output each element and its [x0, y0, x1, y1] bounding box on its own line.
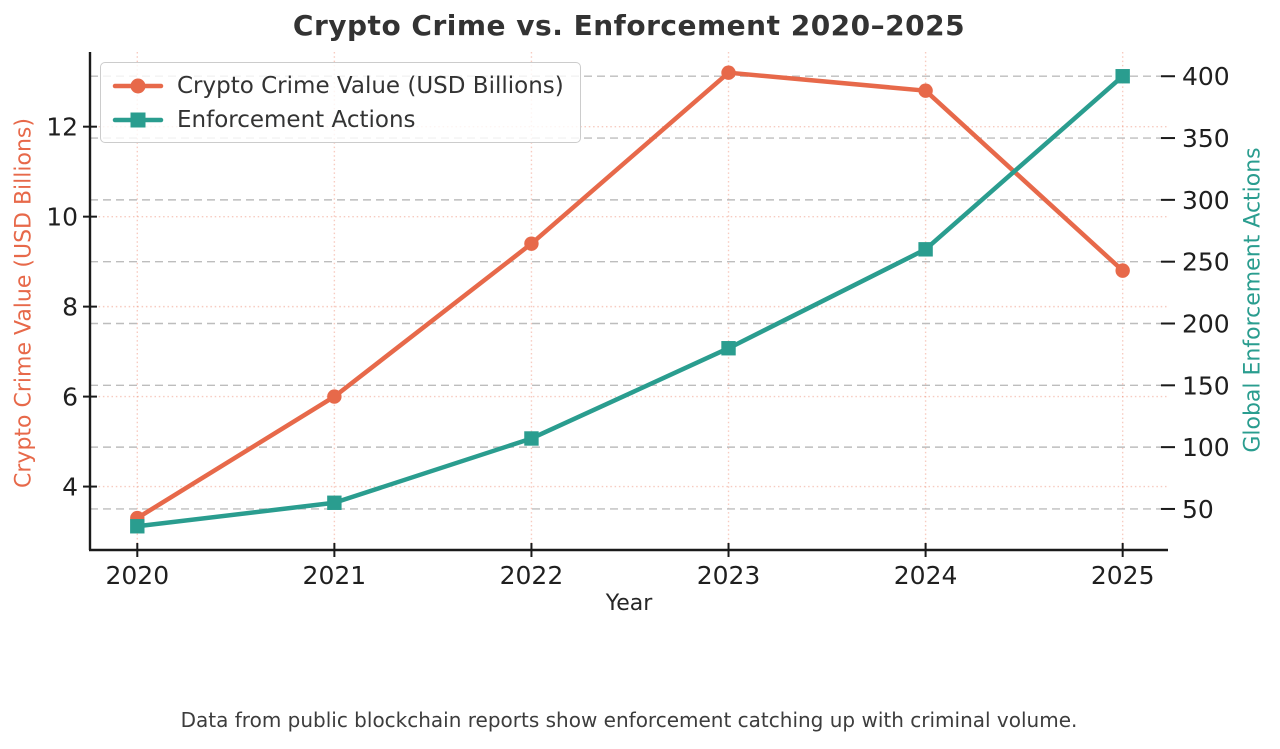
enforcement-legend-marker-icon — [112, 112, 164, 127]
legend-entry-enforcement: Enforcement Actions — [112, 104, 564, 135]
plot-area: 4 6 8 10 12 50 100 150 200 250 300 350 400 2020 2021 20… — [46, 52, 1230, 590]
crime-line — [135, 70, 1125, 521]
figure-caption: Data from public blockchain reports show… — [180, 708, 1078, 732]
y-right-tick-label: 50 — [1182, 495, 1214, 524]
crime-point — [918, 83, 933, 98]
y-right-tick-label: 400 — [1182, 62, 1230, 91]
x-tick-label: 2025 — [1091, 561, 1155, 590]
chart-title: Crypto Crime vs. Enforcement 2020–2025 — [292, 9, 966, 42]
y-right-tick-label: 100 — [1182, 433, 1230, 462]
x-tick-label: 2020 — [105, 561, 169, 590]
x-tick-label: 2024 — [894, 561, 958, 590]
left-axis-label: Crypto Crime Value (USD Billions) — [11, 118, 37, 488]
enforcement-point — [524, 431, 539, 446]
x-tick-label: 2021 — [303, 561, 367, 590]
enforcement-point — [1115, 69, 1130, 84]
crime-legend-marker-icon — [112, 78, 164, 93]
crime-point — [721, 65, 736, 80]
crime-point — [1115, 263, 1130, 278]
y-right-tick-label: 250 — [1182, 248, 1230, 277]
y-left-tick-label: 8 — [62, 293, 78, 322]
y-right-tick-label: 200 — [1182, 310, 1230, 339]
crime-point — [524, 236, 539, 251]
y-right-tick-label: 300 — [1182, 186, 1230, 215]
enforcement-point — [327, 495, 342, 510]
right-axis-label: Global Enforcement Actions — [1240, 147, 1266, 453]
enforcement-point — [130, 519, 145, 534]
y-right-tick-label: 350 — [1182, 124, 1230, 153]
y-right-tick-label: 150 — [1182, 371, 1230, 400]
legend: Crypto Crime Value (USD Billions) Enforc… — [100, 62, 581, 143]
legend-entry-crime: Crypto Crime Value (USD Billions) — [112, 70, 564, 101]
y-left-tick-label: 6 — [62, 383, 78, 412]
enforcement-point — [918, 242, 933, 257]
y-left-tick-label: 12 — [46, 113, 78, 142]
y-left-tick-label: 4 — [62, 473, 78, 502]
legend-label-crime: Crypto Crime Value (USD Billions) — [177, 72, 564, 99]
x-tick-label: 2022 — [500, 561, 564, 590]
enforcement-line — [135, 73, 1125, 529]
x-axis-label: Year — [605, 591, 653, 616]
y-left-tick-label: 10 — [46, 203, 78, 232]
legend-label-enforcement: Enforcement Actions — [177, 106, 416, 133]
crime-point — [327, 389, 342, 404]
x-tick-label: 2023 — [697, 561, 761, 590]
enforcement-point — [721, 341, 736, 356]
